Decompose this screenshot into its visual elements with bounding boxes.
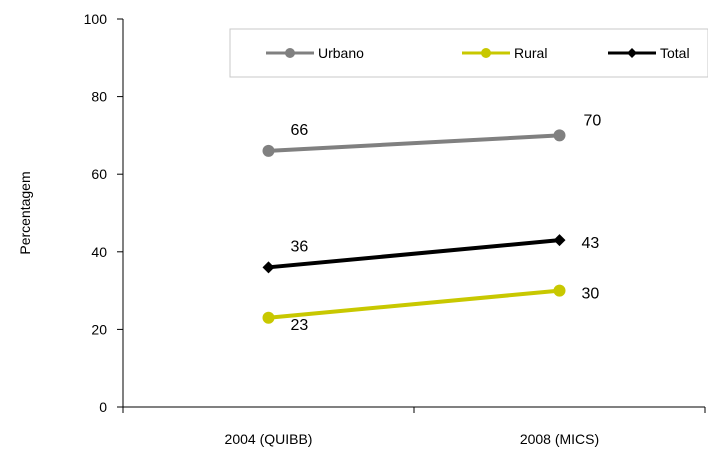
y-tick-label: 40 bbox=[91, 244, 107, 260]
y-tick-label: 100 bbox=[84, 11, 108, 27]
series-line bbox=[268, 288, 560, 320]
legend-marker bbox=[627, 48, 637, 58]
y-axis-title: Percentagem bbox=[17, 171, 33, 254]
data-point bbox=[553, 129, 566, 142]
y-tick-label: 0 bbox=[99, 399, 107, 415]
data-label: 30 bbox=[582, 286, 600, 303]
legend-marker bbox=[285, 48, 295, 58]
data-point bbox=[262, 261, 275, 274]
y-tick-label: 80 bbox=[91, 89, 107, 105]
data-label: 23 bbox=[291, 317, 309, 334]
y-tick-label: 60 bbox=[91, 166, 107, 182]
x-tick-label: 2008 (MICS) bbox=[520, 431, 599, 447]
legend-label: Urbano bbox=[318, 45, 364, 61]
data-label: 70 bbox=[584, 112, 602, 129]
x-tick-label: 2004 (QUIBB) bbox=[225, 431, 313, 447]
data-label: 43 bbox=[582, 235, 600, 252]
legend-label: Rural bbox=[514, 45, 547, 61]
data-label: 36 bbox=[291, 238, 309, 255]
data-label: 66 bbox=[291, 122, 309, 139]
data-point bbox=[553, 234, 566, 247]
series-line bbox=[268, 238, 560, 270]
y-tick-label: 20 bbox=[91, 321, 107, 337]
series-line bbox=[268, 133, 560, 153]
data-point bbox=[553, 284, 566, 297]
axes: 0 20 40 60 80 100 2004 (QUIBB) 2008 (MICS) Perce… bbox=[17, 11, 706, 447]
legend-marker bbox=[481, 48, 491, 58]
data-point bbox=[262, 311, 275, 324]
series-group bbox=[262, 129, 566, 324]
data-point bbox=[262, 144, 275, 157]
data-labels: 66 70 23 30 36 43 bbox=[291, 112, 602, 333]
legend: Urbano Rural Total bbox=[229, 28, 708, 78]
legend-label: Total bbox=[660, 45, 690, 61]
